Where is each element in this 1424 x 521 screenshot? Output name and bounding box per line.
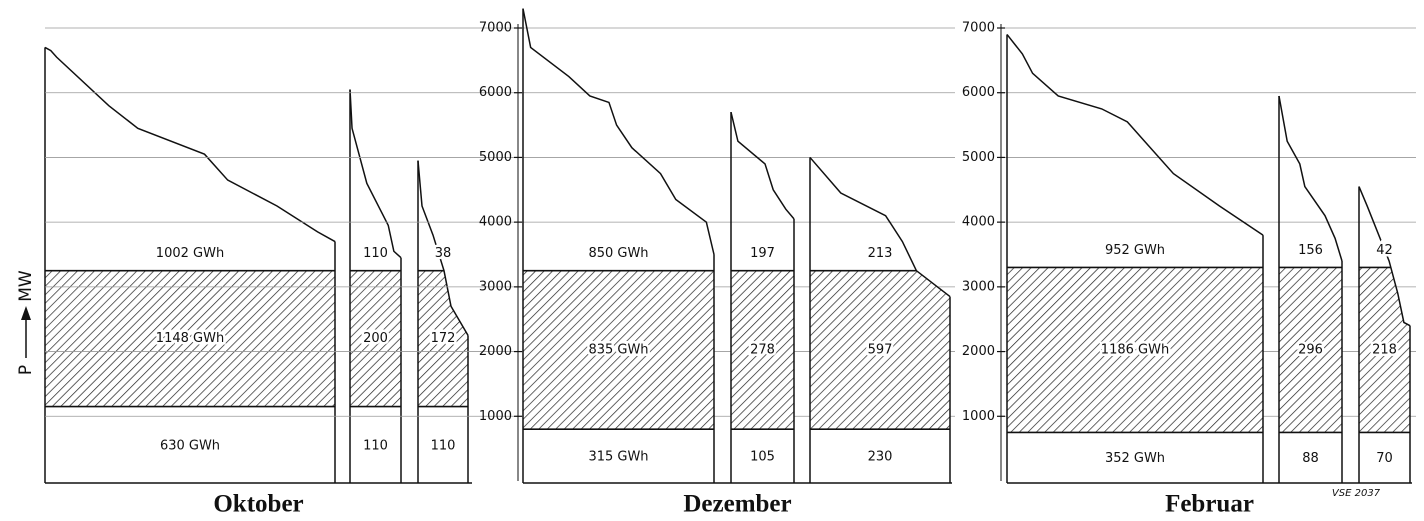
axis-symbol: P	[16, 365, 36, 375]
block	[1007, 266, 1263, 434]
energy-label-middle: 278	[750, 342, 775, 357]
y-tick-label: 7000	[479, 21, 512, 36]
energy-label-peak: 850 GWh	[588, 246, 648, 261]
energy-label-peak: 156	[1298, 243, 1323, 258]
energy-label-middle: 1186 GWh	[1101, 342, 1169, 357]
load-curve	[417, 160, 469, 336]
y-axis-label: P MW	[16, 270, 36, 375]
energy-label-base: 70	[1376, 451, 1393, 466]
month-title: Oktober	[213, 491, 303, 518]
y-tick-label: 2000	[479, 344, 512, 359]
y-tick-label: 3000	[479, 279, 512, 294]
energy-label-middle: 218	[1372, 342, 1397, 357]
y-tick-label: 6000	[479, 85, 512, 100]
block	[810, 269, 950, 431]
energy-label-base: 315 GWh	[588, 450, 648, 465]
energy-label-middle: 296	[1298, 342, 1323, 357]
load-curve	[730, 111, 795, 220]
load-curve	[44, 46, 336, 243]
energy-label-peak: 213	[868, 246, 893, 261]
y-tick-label: 5000	[962, 150, 995, 165]
energy-label-peak: 1002 GWh	[156, 246, 224, 261]
load-curve	[1358, 186, 1411, 327]
hatched-band	[731, 270, 794, 430]
axis-unit: MW	[16, 270, 36, 302]
axis-arrowhead	[21, 306, 31, 320]
y-tick-label: 3000	[962, 279, 995, 294]
block	[45, 269, 335, 408]
month-title: Februar	[1165, 491, 1254, 518]
energy-label-base: 110	[363, 438, 388, 453]
y-tick-label: 1000	[962, 409, 995, 424]
y-tick-label: 5000	[479, 150, 512, 165]
load-curve	[1006, 34, 1264, 236]
load-curve	[809, 156, 951, 298]
block	[731, 269, 794, 431]
load-curve	[349, 89, 402, 259]
energy-label-peak: 952 GWh	[1105, 243, 1165, 258]
hatched-band	[45, 270, 335, 407]
energy-label-base: 105	[750, 450, 775, 465]
block	[350, 269, 401, 408]
y-tick-label: 1000	[479, 409, 512, 424]
block	[1279, 266, 1342, 434]
hatched-band	[810, 270, 950, 430]
hatched-band	[1279, 267, 1342, 433]
energy-label-middle: 1148 GWh	[156, 331, 224, 346]
energy-label-middle: 835 GWh	[588, 342, 648, 357]
y-tick-label: 7000	[962, 21, 995, 36]
block	[523, 269, 714, 431]
energy-label-base: 230	[868, 450, 893, 465]
energy-label-base: 630 GWh	[160, 438, 220, 453]
energy-label-peak: 110	[363, 246, 388, 261]
y-tick-label: 4000	[962, 215, 995, 230]
energy-label-base: 352 GWh	[1105, 451, 1165, 466]
y-tick-label: 4000	[479, 215, 512, 230]
load-curve	[522, 8, 715, 255]
figure-note: VSE 2037	[1332, 488, 1381, 499]
hatched-band	[350, 270, 401, 407]
energy-label-peak: 42	[1376, 243, 1393, 258]
energy-label-middle: 172	[431, 331, 456, 346]
energy-label-peak: 197	[750, 246, 775, 261]
energy-label-base: 88	[1302, 451, 1319, 466]
load-curve	[1278, 95, 1343, 262]
energy-label-peak: 38	[435, 246, 452, 261]
energy-label-middle: 200	[363, 331, 388, 346]
y-tick-label: 6000	[962, 85, 995, 100]
hatched-band	[523, 270, 714, 430]
hatched-band	[1007, 267, 1263, 433]
energy-label-base: 110	[431, 438, 456, 453]
month-title: Dezember	[683, 491, 791, 518]
energy-label-middle: 597	[868, 342, 893, 357]
y-tick-label: 2000	[962, 344, 995, 359]
